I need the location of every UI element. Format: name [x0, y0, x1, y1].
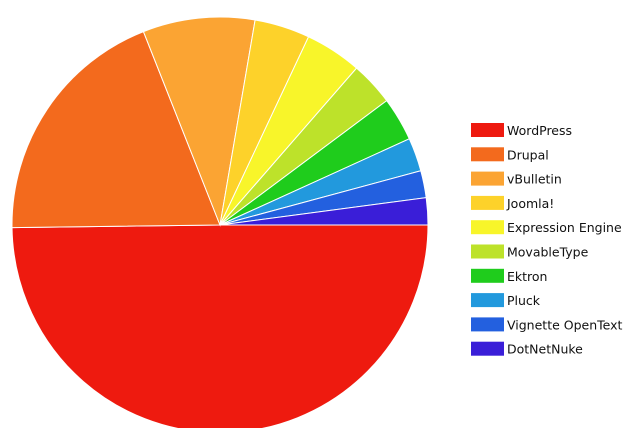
legend-swatch [471, 171, 504, 186]
pie-slices [11, 16, 429, 428]
legend-swatch [471, 195, 504, 210]
legend-swatch [471, 268, 504, 283]
legend-label: vBulletin [507, 172, 562, 187]
legend-item-pluck: Pluck [471, 293, 541, 308]
legend-label: DotNetNuke [507, 342, 583, 357]
legend-item-vbulletin: vBulletin [471, 171, 562, 187]
legend-swatch [471, 123, 504, 137]
pie-slice-drupal [11, 30, 221, 229]
legend-swatch [471, 317, 504, 332]
legend-label: WordPress [507, 123, 572, 138]
legend-label: Drupal [507, 147, 549, 162]
legend-swatch [471, 147, 504, 162]
pie-slice-wordpress [11, 224, 429, 428]
legend-swatch [471, 341, 504, 356]
legend-label: Joomla! [506, 196, 554, 211]
legend-item-joomla: Joomla! [471, 195, 554, 211]
pie-slice-dotnetnuke [219, 197, 429, 226]
legend: WordPress Drupal vBulletin Joomla! Expressio… [471, 123, 623, 357]
legend-label: Expression Engine [507, 220, 622, 235]
legend-item-expression-engine: Expression Engine [471, 220, 622, 235]
legend-item-ektron: Ektron [471, 268, 547, 284]
legend-label: Vignette OpenText [507, 317, 623, 332]
legend-item-movabletype: MovableType [471, 244, 589, 260]
legend-item-drupal: Drupal [471, 147, 549, 162]
legend-label: Ektron [507, 269, 547, 284]
legend-swatch [471, 220, 504, 235]
legend-label: Pluck [507, 293, 541, 308]
legend-label: MovableType [507, 245, 589, 260]
legend-item-wordpress: WordPress [471, 123, 572, 138]
pie-slice-vbulletin [142, 16, 256, 227]
legend-swatch [471, 293, 504, 308]
legend-item-vignette-opentext: Vignette OpenText [471, 317, 623, 332]
legend-item-dotnetnuke: DotNetNuke [471, 341, 583, 357]
legend-swatch [471, 244, 504, 259]
